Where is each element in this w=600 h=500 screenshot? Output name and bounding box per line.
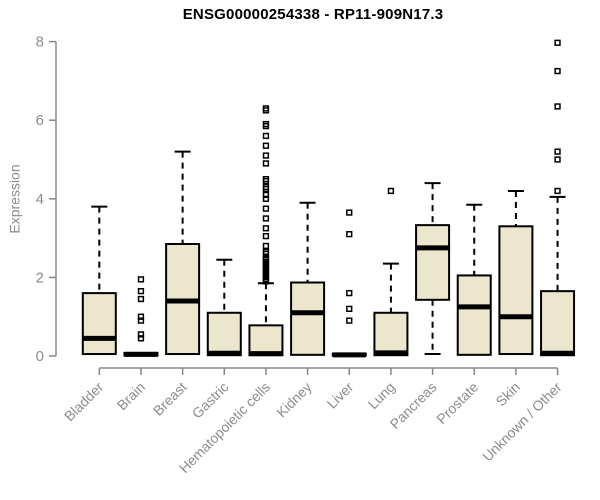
x-tick-label-prostate: Prostate <box>433 379 481 427</box>
outlier-point <box>346 231 353 238</box>
iqr-box <box>498 225 534 356</box>
x-tick-label-liver: Liver <box>324 379 357 412</box>
outlier-point <box>346 209 353 216</box>
box-group-unknown-other <box>540 39 576 357</box>
outlier-point <box>262 160 270 167</box>
box-group-pancreas <box>415 182 451 356</box>
iqr-box <box>290 281 326 356</box>
outlier-point <box>262 232 270 240</box>
iqr-box <box>373 311 409 357</box>
y-tick-label: 2 <box>36 269 44 286</box>
iqr-box <box>456 274 492 356</box>
iqr-box <box>540 290 576 357</box>
iqr-box <box>415 224 451 301</box>
outlier-point <box>346 317 353 324</box>
y-tick-label: 4 <box>36 191 44 208</box>
outlier-point <box>262 195 270 202</box>
iqr-box <box>248 324 284 357</box>
outlier-point <box>262 132 270 140</box>
outlier-point <box>262 205 270 212</box>
box-group-prostate <box>456 203 492 356</box>
outlier-point <box>262 278 270 285</box>
outlier-point <box>262 191 270 199</box>
outlier-point <box>262 185 270 193</box>
outlier-point <box>554 103 561 110</box>
outlier-point <box>262 250 270 257</box>
box-group-lung <box>373 187 409 357</box>
x-tick-label-skin: Skin <box>492 379 523 410</box>
x-tick-label-brain: Brain <box>114 379 148 413</box>
outlier-point <box>262 152 270 159</box>
box-group-gastric <box>206 258 242 357</box>
outlier-point <box>137 331 145 338</box>
box-group-liver <box>331 209 367 358</box>
outlier-point <box>262 177 270 185</box>
outlier-point <box>262 142 270 149</box>
outlier-point <box>554 156 561 163</box>
outlier-point <box>262 122 270 130</box>
x-tick-label-kidney: Kidney <box>273 379 315 421</box>
outlier-point <box>387 187 395 195</box>
box-group-skin <box>498 189 534 356</box>
outlier-point <box>262 225 270 232</box>
y-tick-label: 0 <box>36 348 44 365</box>
box-group-breast <box>165 150 201 356</box>
box-group-brain <box>123 276 159 357</box>
iqr-box <box>206 311 242 357</box>
outlier-point <box>346 289 353 297</box>
box-group-hematopoietic-cells <box>248 105 284 357</box>
y-tick-label: 6 <box>36 112 44 129</box>
x-tick-label-unknown-other: Unknown / Other <box>479 379 565 465</box>
x-tick-label-bladder: Bladder <box>61 379 107 425</box>
iqr-box <box>81 292 117 356</box>
outlier-point <box>554 187 561 195</box>
outlier-point <box>554 148 561 155</box>
outlier-point <box>137 288 145 295</box>
box-group-bladder <box>81 205 117 356</box>
outlier-point <box>554 39 561 46</box>
outlier-point <box>137 317 145 324</box>
box-group-kidney <box>290 201 326 356</box>
x-tick-label-breast: Breast <box>150 379 190 419</box>
outlier-point <box>554 67 561 75</box>
chart-title: ENSG00000254338 - RP11-909N17.3 <box>182 6 444 23</box>
outlier-point <box>137 276 145 283</box>
outlier-point <box>137 335 145 342</box>
y-tick-label: 8 <box>36 34 44 51</box>
x-tick-label-lung: Lung <box>365 379 398 412</box>
outlier-point <box>262 242 270 250</box>
outlier-point <box>262 215 270 222</box>
outlier-point <box>262 107 270 114</box>
outlier-point <box>137 295 145 303</box>
outlier-point <box>346 305 353 312</box>
outlier-point <box>137 313 145 320</box>
